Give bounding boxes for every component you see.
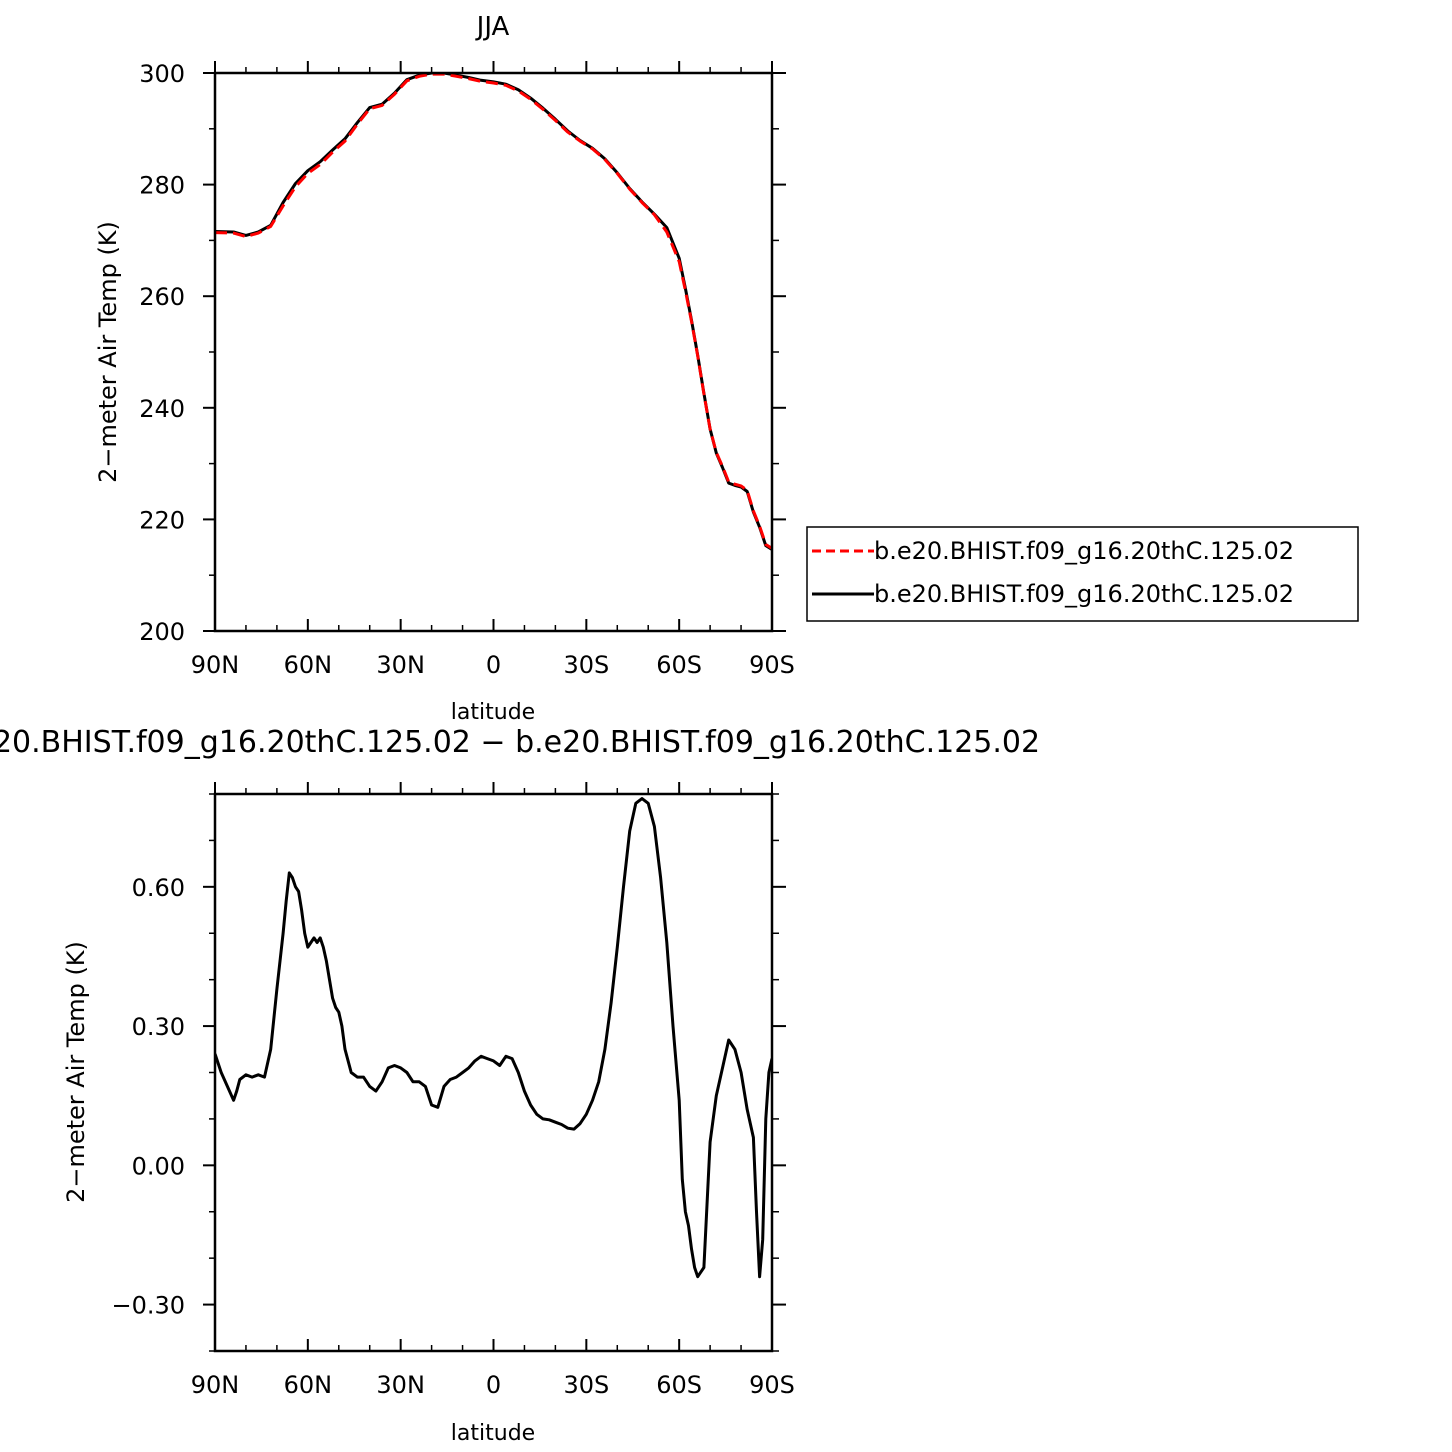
bottom-y-tick-label: −0.30: [111, 1292, 185, 1320]
top-ticks: [203, 61, 786, 632]
top-x-tick-label: 60S: [656, 651, 702, 679]
bottom-y-tick-label: 0.60: [132, 874, 185, 902]
bottom-panel-title: b.e20.BHIST.f09_g16.20thC.125.02 − b.e20…: [0, 725, 1040, 760]
bottom-x-tick-label: 90S: [749, 1371, 795, 1399]
top-series-line-dashed: [215, 73, 772, 550]
top-y-tick-label: 260: [139, 283, 185, 311]
legend-box: [806, 526, 1359, 622]
bottom-series-lines: [215, 797, 772, 1279]
top-x-axis-label: latitude: [451, 700, 535, 725]
bottom-series-line-solid: [215, 797, 772, 1279]
bottom-x-tick-labels: 90N 60N 30N 0 30S 60S 90S: [191, 1371, 795, 1399]
bottom-x-tick-label: 30S: [563, 1371, 609, 1399]
top-y-tick-label: 300: [139, 60, 185, 88]
top-x-tick-label: 90S: [749, 651, 795, 679]
bottom-y-tick-label: 0.00: [132, 1152, 185, 1180]
top-y-tick-label: 220: [139, 506, 185, 534]
bottom-x-tick-label: 30N: [376, 1371, 425, 1399]
bottom-x-tick-label: 0: [486, 1371, 501, 1399]
bottom-y-axis-label: 2−meter Air Temp (K): [62, 941, 90, 1203]
top-x-tick-label: 90N: [191, 651, 240, 679]
top-series-lines: [215, 73, 772, 551]
top-x-tick-label: 0: [486, 651, 501, 679]
top-x-tick-labels: 90N 60N 30N 0 30S 60S 90S: [191, 651, 795, 679]
bottom-x-tick-label: 60S: [656, 1371, 702, 1399]
top-y-tick-labels: 200 220 240 260 280 300: [139, 60, 185, 646]
bottom-y-tick-labels: −0.30 0.00 0.30 0.60: [111, 874, 185, 1320]
top-y-axis-label: 2−meter Air Temp (K): [94, 221, 122, 483]
top-y-tick-label: 200: [139, 618, 185, 646]
top-x-tick-label: 60N: [284, 651, 333, 679]
legend: b.e20.BHIST.f09_g16.20thC.125.02 b.e20.B…: [806, 526, 1359, 622]
bottom-y-tick-label: 0.30: [132, 1013, 185, 1041]
bottom-x-tick-label: 60N: [284, 1371, 333, 1399]
top-panel-title: JJA: [475, 12, 510, 42]
top-plot-frame: [213, 71, 774, 633]
top-y-tick-label: 240: [139, 395, 185, 423]
top-x-tick-label: 30N: [376, 651, 425, 679]
top-y-tick-label: 280: [139, 172, 185, 200]
bottom-ticks: [203, 782, 786, 1352]
bottom-x-tick-label: 90N: [191, 1371, 240, 1399]
bottom-plot-frame: [213, 792, 774, 1353]
bottom-x-axis-label: latitude: [451, 1421, 535, 1446]
top-series-line-solid: [215, 73, 772, 551]
legend-label-1: b.e20.BHIST.f09_g16.20thC.125.02: [874, 537, 1294, 565]
bottom-panel: b.e20.BHIST.f09_g16.20thC.125.02 − b.e20…: [0, 725, 1040, 1446]
legend-label-2: b.e20.BHIST.f09_g16.20thC.125.02: [874, 580, 1294, 608]
top-x-tick-label: 30S: [563, 651, 609, 679]
